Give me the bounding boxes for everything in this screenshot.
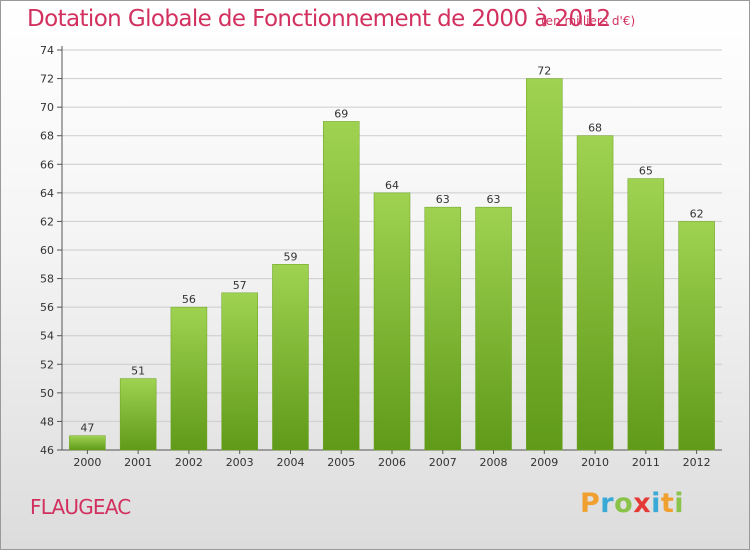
bar-2006 bbox=[373, 192, 411, 451]
x-tick-label: 2011 bbox=[632, 456, 660, 469]
bar-2002 bbox=[170, 306, 208, 451]
y-tick-label: 54 bbox=[40, 330, 54, 343]
y-tick-label: 46 bbox=[40, 444, 54, 457]
bar-value-label: 47 bbox=[80, 422, 94, 435]
y-tick-label: 56 bbox=[40, 301, 54, 314]
bar-value-label: 65 bbox=[639, 165, 653, 178]
chart-title: Dotation Globale de Fonctionnement de 20… bbox=[27, 6, 611, 32]
bars bbox=[69, 78, 715, 451]
bar-2003 bbox=[221, 292, 258, 451]
y-tick-label: 58 bbox=[40, 273, 54, 286]
y-tick-label: 68 bbox=[40, 130, 54, 143]
bar-value-label: 56 bbox=[182, 293, 196, 306]
x-tick-label: 2008 bbox=[480, 456, 508, 469]
y-tick-label: 60 bbox=[40, 244, 54, 257]
bar-value-label: 63 bbox=[487, 193, 501, 206]
bar-2008 bbox=[475, 206, 512, 451]
x-tick-label: 2010 bbox=[581, 456, 609, 469]
bar-2007 bbox=[424, 206, 462, 451]
bar-value-label: 51 bbox=[131, 365, 145, 378]
bar-2011 bbox=[627, 178, 665, 451]
bar-2000 bbox=[69, 435, 106, 451]
bar-2009 bbox=[526, 78, 563, 451]
bar-2012 bbox=[678, 221, 715, 451]
y-tick-label: 50 bbox=[40, 387, 54, 400]
y-tick-label: 66 bbox=[40, 158, 54, 171]
commune-name: FLAUGEAC bbox=[30, 495, 131, 519]
bar-value-label: 57 bbox=[233, 279, 247, 292]
chart-subtitle: (en milliers d'€) bbox=[541, 14, 636, 28]
y-tick-label: 52 bbox=[40, 358, 54, 371]
bar-2001 bbox=[119, 378, 157, 451]
axes: 46 48 50 52 54 56 58 60 62 64 66 68 70 72 74 bbox=[40, 44, 722, 457]
bar-value-label: 69 bbox=[334, 107, 348, 120]
x-tick-label: 2000 bbox=[73, 456, 101, 469]
bar-value-label: 72 bbox=[537, 65, 551, 78]
x-tick-label: 2007 bbox=[429, 456, 457, 469]
bar-value-label: 64 bbox=[385, 179, 399, 192]
x-tick-label: 2002 bbox=[175, 456, 203, 469]
labels: 47 2000 51 2001 56 2002 57 2003 59 2004 69 2005 64 20… bbox=[73, 65, 710, 469]
bar-2005 bbox=[322, 121, 360, 451]
y-tick-label: 72 bbox=[40, 73, 54, 86]
x-tick-label: 2003 bbox=[226, 456, 254, 469]
y-tick-label: 48 bbox=[40, 415, 54, 428]
x-tick-label: 2001 bbox=[124, 456, 152, 469]
bar-value-label: 63 bbox=[436, 193, 450, 206]
bar-2004 bbox=[272, 264, 309, 451]
x-tick-label: 2004 bbox=[276, 456, 304, 469]
x-tick-label: 2006 bbox=[378, 456, 406, 469]
bar-value-label: 68 bbox=[588, 122, 602, 135]
bar-value-label: 62 bbox=[690, 207, 704, 220]
y-tick-label: 64 bbox=[40, 187, 54, 200]
proxiti-logo: Proxiti bbox=[580, 488, 685, 519]
x-tick-label: 2005 bbox=[327, 456, 355, 469]
bar-2010 bbox=[576, 135, 614, 451]
y-tick-label: 70 bbox=[40, 101, 54, 114]
x-tick-label: 2012 bbox=[683, 456, 711, 469]
x-tick-label: 2009 bbox=[530, 456, 558, 469]
bar-value-label: 59 bbox=[283, 250, 297, 263]
y-tick-label: 74 bbox=[40, 44, 54, 57]
y-tick-label: 62 bbox=[40, 215, 54, 228]
